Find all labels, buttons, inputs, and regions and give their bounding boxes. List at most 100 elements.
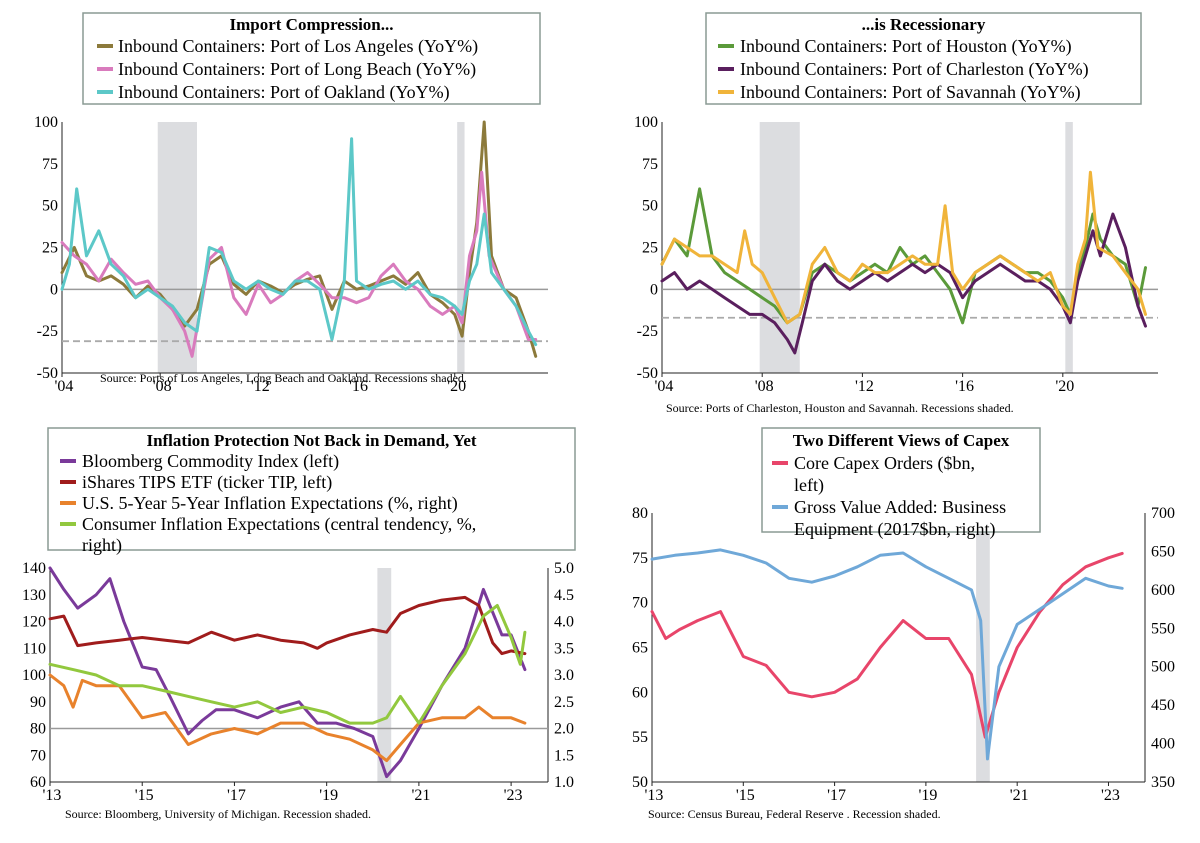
series-line-4 [48,604,527,725]
x-tick-label: '08 [755,378,774,395]
y-tick-label: 55 [632,729,648,746]
x-tick-label: '15 [135,787,154,804]
legend-box [47,427,576,551]
x-tick-label: '04 [55,378,74,395]
y-tick-label: 80 [30,721,46,738]
y-tick-label: -25 [637,323,658,340]
legend-label: Inbound Containers: Port of Los Angeles … [118,36,478,57]
y2-tick-label: 700 [1151,505,1175,522]
x-tick-label: '20 [447,378,466,395]
chart-panel-4: 80 75 70 65 60 55 50 700 650 600 550 500 450 400 350 '1… [632,427,1175,821]
y-tick-label: 65 [632,640,648,657]
y-tick-label: -50 [37,365,58,382]
y-tick-label: 75 [642,156,658,173]
y2-tick-label: 650 [1151,543,1175,560]
y-tick-label: 50 [42,198,58,215]
recession-band [1065,122,1073,373]
legend-label: Inbound Containers: Port of Houston (YoY… [740,36,1072,57]
y-tick-label: 70 [632,595,648,612]
legend-label: Core Capex Orders ($bn, [794,453,975,474]
series-line-1 [650,551,1124,739]
x-tick-label: '13 [645,787,664,804]
y-tick-label: 80 [632,505,648,522]
source-note: Source: Ports of Los Angeles, Long Beach… [100,371,467,385]
y2-tick-label: 400 [1151,736,1175,753]
y-tick-label: 60 [30,774,46,791]
legend-label: Inbound Containers: Port of Charleston (… [740,59,1089,80]
y2-tick-label: 550 [1151,620,1175,637]
y2-tick-label: 2.5 [554,694,574,711]
y2-tick-label: 5.0 [554,560,574,577]
y-tick-label: 90 [30,694,46,711]
y2-tick-label: 450 [1151,697,1175,714]
legend-label: iShares TIPS ETF (ticker TIP, left) [82,472,332,493]
recession-band [457,122,465,373]
legend-label: Consumer Inflation Expectations (central… [82,514,476,535]
legend-box [705,12,1142,105]
x-tick-label: '23 [504,787,523,804]
series-line-2 [48,595,527,656]
legend-box [82,12,541,105]
legend-label: Inbound Containers: Port of Oakland (YoY… [118,82,450,103]
x-tick-label: '08 [153,378,172,395]
y-tick-label: 70 [30,747,46,764]
y2-tick-label: 350 [1151,774,1175,791]
source-note: Source: Ports of Charleston, Houston and… [666,401,1014,415]
x-tick-label: '12 [855,378,874,395]
y-tick-label: 25 [42,240,58,257]
y2-tick-label: 4.5 [554,587,574,604]
x-tick-label: '19 [918,787,937,804]
x-tick-label: '17 [827,787,846,804]
y-tick-label: 130 [22,587,46,604]
chart-title: Two Different Views of Capex [793,431,1010,450]
y2-tick-label: 1.0 [554,774,574,791]
series-line-3 [660,170,1147,325]
chart-title: Import Compression... [229,15,393,34]
x-tick-label: '23 [1101,787,1120,804]
legend-label: left) [794,475,824,496]
x-tick-label: '13 [43,787,62,804]
legend-label: Inbound Containers: Port of Long Beach (… [118,59,476,80]
y-tick-label: 60 [632,684,648,701]
x-tick-label: '21 [411,787,430,804]
legend-label: Bloomberg Commodity Index (left) [82,451,339,472]
y-tick-label: -50 [637,365,658,382]
x-tick-label: '15 [736,787,755,804]
x-tick-label: '17 [227,787,246,804]
x-tick-label: '16 [349,378,368,395]
series-line-2 [650,548,1124,761]
y-tick-label: 100 [22,667,46,684]
legend-label: Equipment (2017$bn, right) [794,519,995,540]
y-tick-label: 140 [22,560,46,577]
y2-tick-label: 500 [1151,659,1175,676]
y-tick-label: 75 [42,156,58,173]
recession-band [377,568,392,782]
y-tick-label: 0 [650,281,658,298]
legend-label: Gross Value Added: Business [794,497,1006,517]
y-tick-label: 100 [34,114,58,131]
x-tick-label: '04 [655,378,674,395]
series-line-2 [60,170,538,358]
chart-panel-3: 140 130 120 110 100 90 80 70 60 5.0 4.5 4.0 3.5 3.0 2.… [22,427,576,821]
y-tick-label: 50 [632,774,648,791]
series-line-3 [48,673,527,763]
y2-tick-label: 3.0 [554,667,574,684]
y-tick-label: 25 [642,240,658,257]
y2-tick-label: 4.0 [554,614,574,631]
legend-label: Inbound Containers: Port of Savannah (Yo… [740,82,1081,103]
y-tick-label: 110 [23,640,46,657]
y-tick-label: 75 [632,550,648,567]
source-note: Source: Census Bureau, Federal Reserve .… [648,807,941,821]
y-tick-label: 100 [634,114,658,131]
y2-tick-label: 600 [1151,582,1175,599]
series-line-3 [60,137,538,347]
legend-label: U.S. 5-Year 5-Year Inflation Expectation… [82,493,458,514]
x-tick-label: '16 [955,378,974,395]
y-tick-label: 120 [22,614,46,631]
y-tick-label: 50 [642,198,658,215]
y2-tick-label: 2.0 [554,721,574,738]
x-tick-label: '20 [1055,378,1074,395]
recession-band [759,122,800,373]
